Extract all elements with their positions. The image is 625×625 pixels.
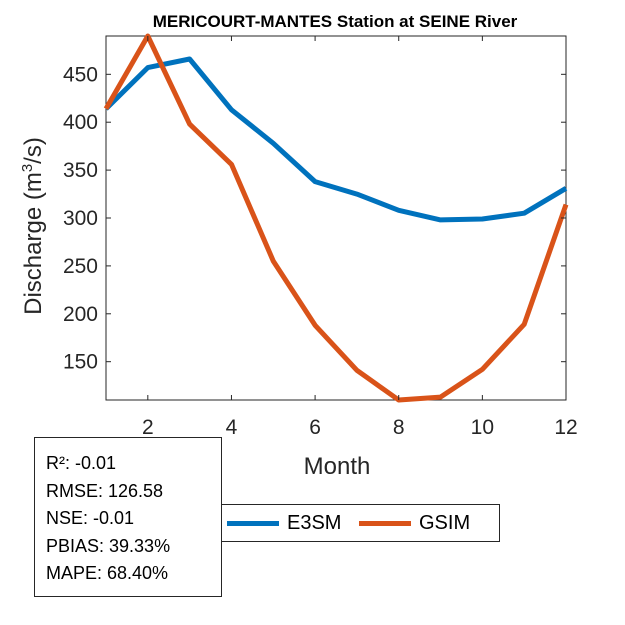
x-axis-title: Month [304, 453, 371, 480]
stats-box: R²: -0.01 RMSE: 126.58 NSE: -0.01 PBIAS:… [34, 437, 222, 597]
stat-nse: NSE: -0.01 [46, 508, 135, 528]
legend-label-e3sm: E3SM [287, 511, 342, 534]
x-tick-label: 6 [309, 416, 321, 439]
stat-pbias: PBIAS: 39.33% [46, 535, 171, 556]
legend-item-e3sm: E3SM [227, 505, 341, 541]
ticks-layer: 2 4 6 8 10 12 150 200 250 300 350 400 450 [63, 36, 578, 439]
y-tick-label: 200 [63, 303, 98, 326]
y-tick-label: 350 [63, 159, 98, 182]
y-axis-title-end: /s) [20, 137, 47, 164]
y-tick-label: 450 [63, 63, 98, 86]
legend-line-e3sm [227, 520, 279, 526]
y-tick-label: 150 [63, 351, 98, 374]
legend-line-gsim [359, 520, 411, 526]
legend-label-gsim: GSIM [419, 511, 471, 534]
y-tick-label: 400 [63, 111, 98, 134]
legend: E3SM GSIM [220, 504, 500, 542]
stat-r2: R²: -0.01 [46, 453, 117, 473]
y-axis-title-sup: 3 [19, 164, 36, 172]
series-layer [103, 33, 569, 403]
x-tick-label: 4 [226, 416, 238, 439]
x-tick-label: 12 [554, 416, 577, 439]
y-tick-label: 250 [63, 255, 98, 278]
y-tick-label: 300 [63, 207, 98, 230]
series-line-gsim [103, 33, 569, 403]
y-axis-title-main: Discharge (m [20, 172, 47, 315]
y-axis-title: Discharge (m3/s) [19, 137, 47, 315]
x-tick-label: 10 [471, 416, 494, 439]
x-tick-label: 8 [393, 416, 405, 439]
legend-item-gsim: GSIM [359, 505, 470, 541]
stat-rmse: RMSE: 126.58 [46, 480, 164, 501]
x-tick-label: 2 [142, 416, 154, 439]
chart-title: MERICOURT-MANTES Station at SEINE River [153, 12, 518, 31]
series-line-e3sm [104, 56, 568, 223]
stat-mape: MAPE: 68.40% [46, 563, 169, 583]
